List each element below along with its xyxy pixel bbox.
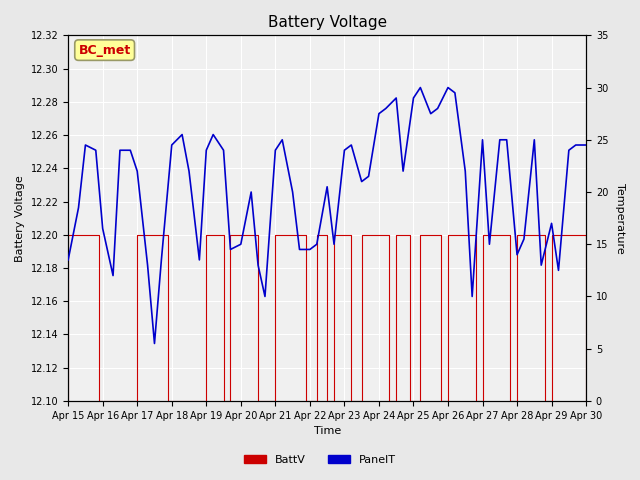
- Legend: BattV, PanelT: BattV, PanelT: [239, 451, 401, 469]
- Y-axis label: Temperature: Temperature: [615, 183, 625, 253]
- Title: Battery Voltage: Battery Voltage: [268, 15, 387, 30]
- X-axis label: Time: Time: [314, 426, 340, 436]
- Text: BC_met: BC_met: [79, 44, 131, 57]
- Y-axis label: Battery Voltage: Battery Voltage: [15, 175, 25, 262]
